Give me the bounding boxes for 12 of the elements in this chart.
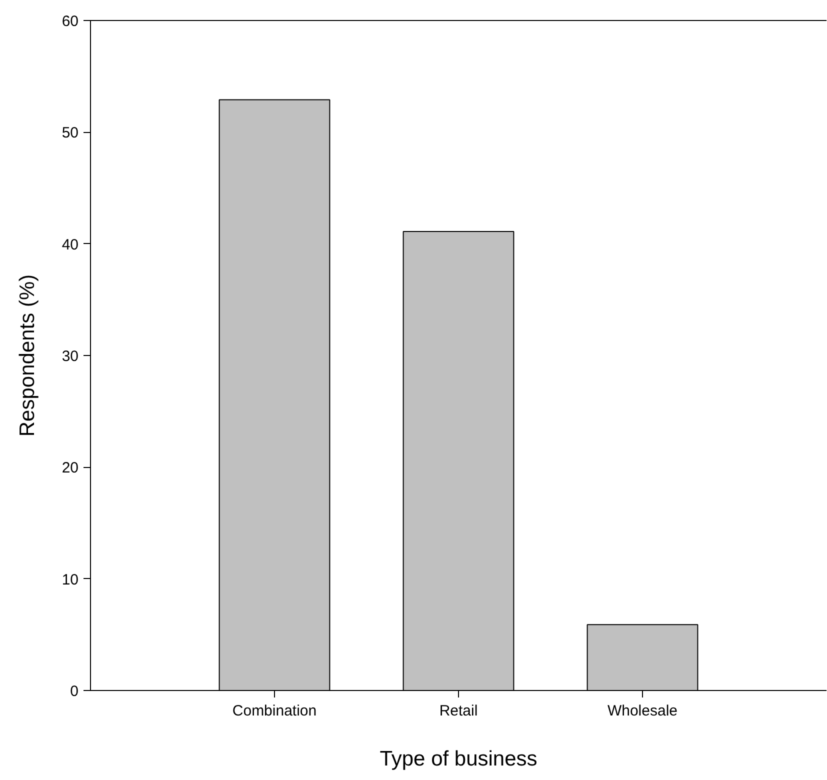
- y-tick-label: 40: [62, 236, 79, 254]
- y-tick-label: 10: [62, 571, 79, 588]
- x-tick-label: Retail: [439, 702, 478, 720]
- y-tick-label: 20: [62, 460, 79, 477]
- x-axis-title: Type of business: [380, 748, 538, 770]
- y-tick-label: 60: [62, 13, 79, 30]
- y-tick-label: 30: [62, 348, 79, 365]
- x-tick-label: Combination: [232, 702, 317, 720]
- y-tick-label: 50: [62, 124, 79, 142]
- x-tick-label: Wholesale: [607, 702, 678, 720]
- y-tick-label: 0: [70, 683, 78, 700]
- y-axis-title: Respondents (%): [16, 274, 39, 437]
